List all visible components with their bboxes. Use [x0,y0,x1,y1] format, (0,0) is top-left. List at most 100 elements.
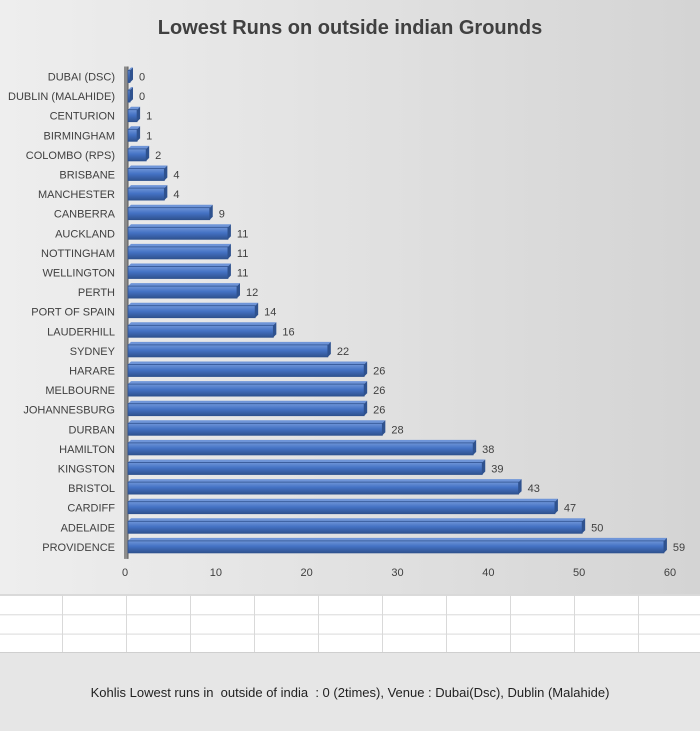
data-label: 11 [237,268,248,280]
data-label: 4 [173,170,179,182]
bar-side [130,87,133,103]
bar [127,344,329,358]
bar [127,285,238,299]
bar-top [128,185,168,189]
bar [127,207,211,221]
bar-top [128,322,277,326]
data-label: 1 [146,130,152,142]
chart-title: Lowest Runs on outside indian Grounds [157,17,543,39]
bar [127,481,519,495]
bar [127,168,165,181]
x-tick-label: 20 [301,567,313,579]
bar-side [364,361,368,377]
data-label: 9 [219,209,225,221]
bar [127,246,229,260]
bar-top [128,126,141,130]
bar-side [364,400,368,416]
data-label: 59 [673,542,685,554]
bar-side [237,283,240,299]
category-label: ADELAIDE [61,522,115,534]
bar-top [128,283,240,287]
bar-side [137,126,141,142]
category-label: JOHANNESBURG [23,405,115,417]
bar [127,89,131,103]
bar [127,226,229,240]
bar-side [164,165,168,181]
bar [127,148,147,162]
bar-top [128,165,168,169]
bar-side [227,224,231,240]
data-label: 4 [173,189,179,201]
category-label: PROVIDENCE [42,542,115,554]
category-label: PERTH [78,287,115,299]
bar-side [164,185,168,201]
category-label: CENTURION [50,111,115,123]
data-label: 47 [564,503,576,515]
category-label: DURBAN [69,424,116,436]
data-label: 0 [139,91,145,103]
x-tick-label: 40 [482,567,494,579]
data-label: 1 [146,111,152,123]
category-label: NOTTINGHAM [41,248,115,260]
category-label: BRISBANE [59,170,115,182]
bar-side [327,341,331,357]
category-label: SYDNEY [70,346,116,358]
bar-top [128,87,133,91]
data-label: 11 [237,248,248,260]
category-label: WELLINGTON [42,268,115,280]
bar-side [518,479,522,495]
bar [127,266,229,279]
x-tick-label: 0 [122,567,128,579]
bar [127,540,665,554]
category-label: DUBLIN (MALAHIDE) [8,91,115,103]
bar-side [130,67,133,83]
bar-top [128,400,368,404]
bar-side [382,420,386,436]
y-axis-wall [124,66,128,559]
bar-top [128,145,150,149]
bar [127,422,383,436]
category-label: HAMILTON [59,444,115,456]
bar [127,403,365,417]
bar [127,383,365,397]
bar-top [128,479,522,483]
category-label: PORT OF SPAIN [31,307,115,319]
data-label: 26 [373,385,385,397]
bar-side [473,439,477,455]
bar-side [273,322,277,338]
data-label: 26 [373,405,385,417]
bar-top [128,361,368,365]
category-label: CARDIFF [67,503,115,515]
data-label: 38 [482,444,494,456]
data-label: 2 [155,150,161,162]
category-label: COLOMBO (RPS) [26,150,115,162]
category-label: KINGSTON [58,464,115,476]
bar-top [128,439,477,443]
category-label: CANBERRA [54,209,116,221]
bar-side [209,204,213,220]
bar-top [128,263,231,267]
bar-side [582,518,586,534]
bar [127,520,583,534]
note-textbox[interactable]: Kohlis Lowest runs in outside of india :… [0,652,700,731]
category-label: HARARE [69,366,115,378]
category-label: LAUDERHILL [47,326,115,338]
x-tick-label: 10 [210,567,222,579]
bar-side [554,498,558,514]
bar-top [128,518,586,522]
bar-top [128,537,667,541]
bar-top [128,106,141,110]
spreadsheet-grid[interactable] [0,594,700,653]
category-label: BRISTOL [68,483,115,495]
data-label: 11 [237,228,248,240]
data-label: 28 [391,424,403,436]
bar-top [128,302,259,306]
bar-side [227,263,231,279]
bar-top [128,204,213,208]
bar [127,462,483,475]
bar [127,70,131,83]
bar-top [128,67,133,71]
data-label: 16 [282,326,294,338]
bar-side [255,302,259,318]
bar-top [128,381,368,385]
